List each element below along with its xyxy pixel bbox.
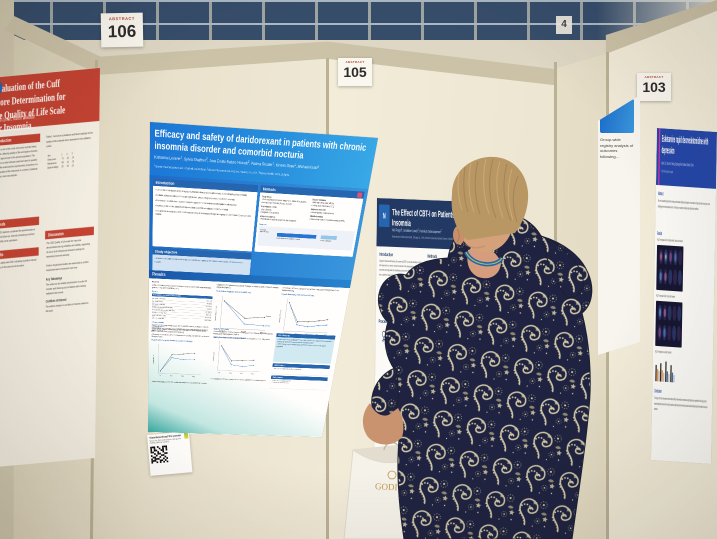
svg-text:DRX 50mg: DRX 50mg bbox=[265, 326, 272, 328]
svg-text:BL: BL bbox=[219, 372, 221, 373]
svg-text:Mean WASO (min): Mean WASO (min) bbox=[215, 306, 218, 321]
svg-text:Placebo: Placebo bbox=[266, 316, 272, 318]
svg-text:% patients, n: % patients, n bbox=[153, 354, 155, 364]
svg-text:Wk12: Wk12 bbox=[251, 374, 255, 375]
svg-text:Wk8: Wk8 bbox=[240, 373, 243, 374]
svg-text:ISI total score: ISI total score bbox=[213, 351, 216, 361]
svg-text:Wk8: Wk8 bbox=[181, 376, 184, 377]
svg-text:Wk12: Wk12 bbox=[192, 376, 196, 377]
svg-text:Wk4: Wk4 bbox=[229, 373, 232, 374]
svg-text:BL: BL bbox=[159, 375, 161, 376]
svg-text:Mean LPS (min): Mean LPS (min) bbox=[279, 310, 282, 323]
svg-text:Wk4: Wk4 bbox=[170, 375, 173, 376]
